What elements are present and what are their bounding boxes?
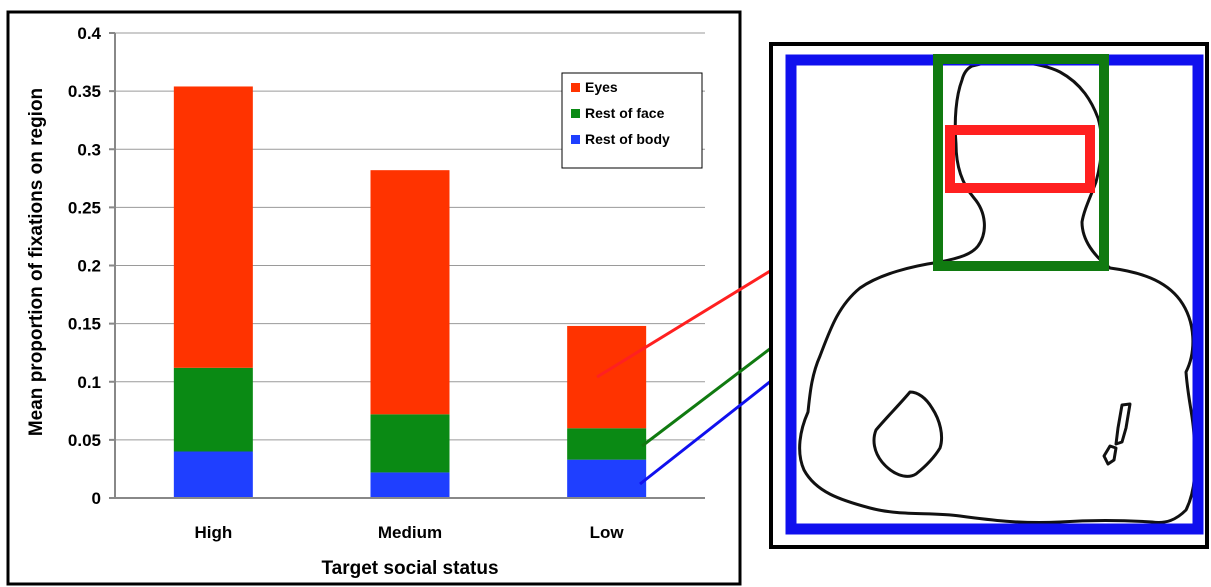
legend-box — [561, 72, 703, 169]
axes — [114, 33, 705, 499]
bars — [173, 86, 647, 498]
legend-swatch — [571, 83, 580, 92]
y-tick-label: 0.05 — [68, 431, 101, 450]
bar-segment-rest-of-body-medium — [370, 472, 450, 498]
bar-segment-rest-of-body-high — [173, 451, 253, 498]
x-tick-label: Medium — [378, 523, 442, 542]
body-connector-line — [639, 364, 791, 486]
bar-segment-rest-of-face-high — [173, 367, 253, 452]
x-tick-labels: High Medium Low — [194, 523, 624, 542]
bar-segment-rest-of-body-low — [567, 459, 647, 498]
y-tick-label: 0.25 — [68, 198, 101, 217]
bar-segment-rest-of-face-low — [567, 428, 647, 460]
y-tick-label: 0.1 — [77, 373, 101, 392]
x-tick-label: High — [194, 523, 232, 542]
y-axis-title: Mean proportion of fixations on region — [26, 88, 47, 436]
legend-swatch — [571, 109, 580, 118]
y-tick-label: 0.35 — [68, 82, 101, 101]
y-tick-label: 0.4 — [77, 24, 101, 43]
person-silhouette-icon — [798, 60, 1197, 525]
bar-segment-eyes-high — [173, 86, 253, 368]
bar-segment-rest-of-face-medium — [370, 414, 450, 473]
bar-segment-eyes-low — [567, 325, 647, 429]
x-axis-title: Target social status — [321, 558, 498, 579]
legend-swatch — [571, 135, 580, 144]
region-diagram — [769, 42, 1209, 549]
y-tick-labels: 0 0.05 0.1 0.15 0.2 0.25 0.3 0.35 0.4 — [68, 24, 102, 508]
legend-label: Rest of body — [585, 131, 670, 147]
legend-label: Eyes — [585, 79, 618, 95]
bar-segment-eyes-medium — [370, 170, 450, 415]
legend-label: Rest of face — [585, 105, 665, 121]
diagram-outer-frame — [769, 42, 1209, 549]
y-tick-label: 0.3 — [77, 140, 101, 159]
x-tick-label: Low — [590, 523, 625, 542]
y-tick-label: 0 — [92, 489, 101, 508]
face-region-box — [933, 54, 1109, 271]
y-tick-label: 0.15 — [68, 315, 101, 334]
eyes-region-box — [945, 125, 1095, 193]
legend: Eyes Rest of face Rest of body — [561, 72, 703, 169]
y-tick-label: 0.2 — [77, 257, 101, 276]
